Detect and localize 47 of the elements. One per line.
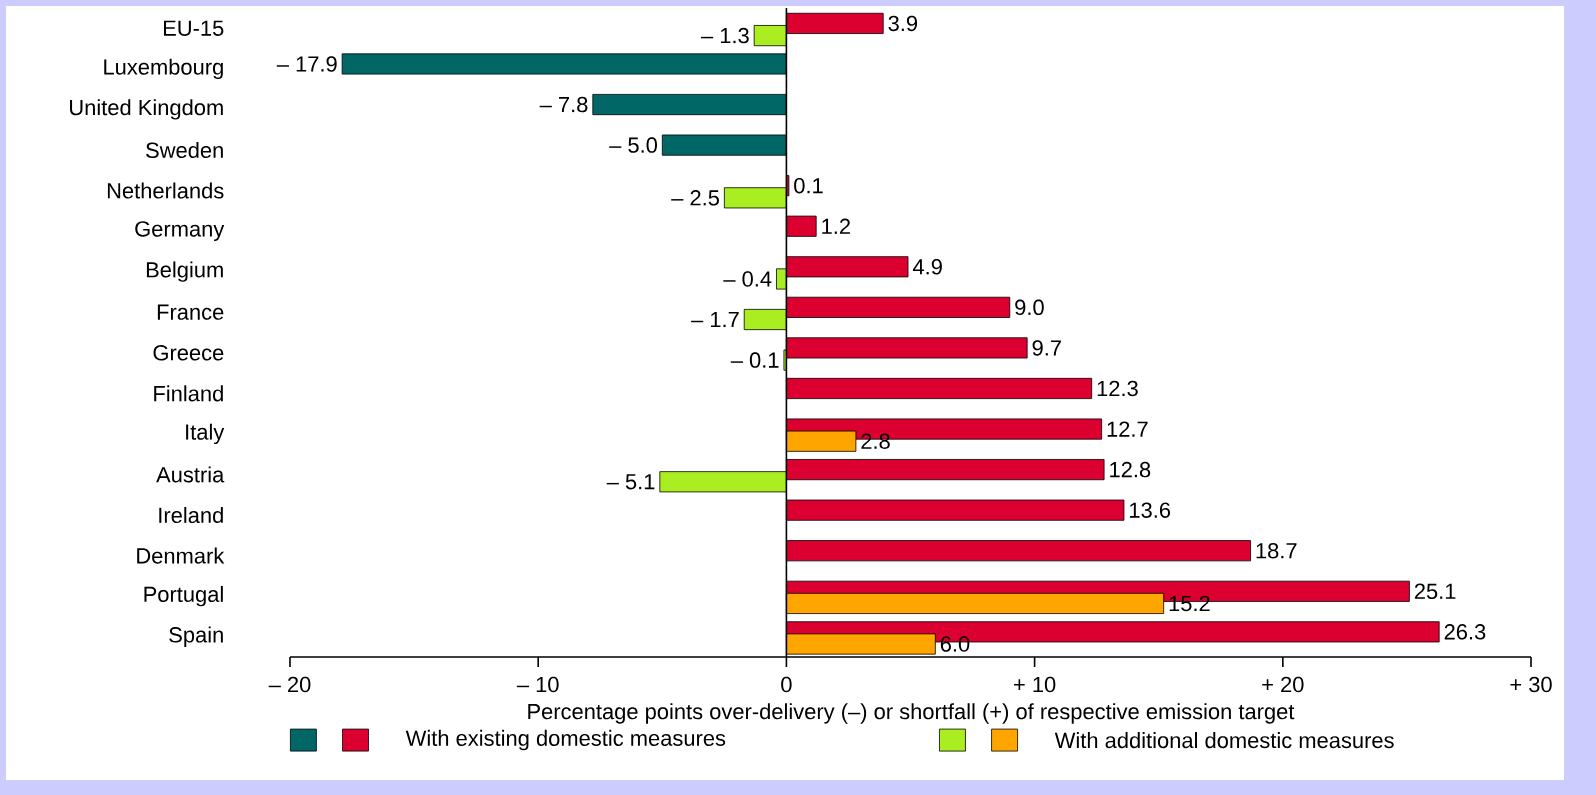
data-label: 12.7 bbox=[1107, 421, 1148, 437]
y-tick-label: Luxembourg bbox=[104, 58, 223, 80]
x-tick-label: + 10 bbox=[1014, 676, 1056, 693]
data-label: 1.2 bbox=[822, 218, 850, 234]
legend-label: With existing domestic measures bbox=[405, 729, 726, 751]
y-tick-label: EU-15 bbox=[163, 20, 224, 36]
data-label: 4.9 bbox=[912, 259, 942, 275]
data-label: – 1.7 bbox=[691, 311, 739, 328]
x-tick-label: – 20 bbox=[268, 676, 311, 693]
x-tick-label: + 20 bbox=[1262, 676, 1304, 693]
x-tick-label: + 30 bbox=[1510, 676, 1552, 693]
data-label: – 0.4 bbox=[723, 271, 772, 287]
y-tick-label: Greece bbox=[153, 345, 224, 361]
data-label: – 17.9 bbox=[276, 56, 337, 72]
data-label: – 1.3 bbox=[700, 27, 749, 44]
y-tick-label: Spain bbox=[169, 626, 223, 647]
y-tick-label: Portugal bbox=[144, 585, 223, 607]
legend-label: With additional domestic measures bbox=[1054, 732, 1394, 749]
data-label: 25.1 bbox=[1414, 583, 1456, 600]
y-tick-label: Germany bbox=[135, 221, 225, 241]
data-label: – 5.1 bbox=[606, 474, 655, 490]
data-label: 9.0 bbox=[1015, 299, 1044, 316]
data-label: 18.7 bbox=[1256, 542, 1297, 559]
y-tick-label: Netherlands bbox=[107, 182, 224, 199]
y-tick-label: United Kingdom bbox=[70, 99, 223, 120]
y-tick-label: Sweden bbox=[146, 141, 223, 159]
x-tick-label: – 10 bbox=[516, 676, 559, 693]
y-tick-label: Finland bbox=[154, 385, 223, 402]
y-tick-label: Austria bbox=[156, 466, 225, 483]
y-tick-label: Ireland bbox=[159, 506, 223, 524]
data-label: – 5.0 bbox=[609, 137, 658, 153]
data-label: 12.8 bbox=[1110, 461, 1151, 478]
y-tick-label: Belgium bbox=[146, 261, 223, 282]
data-label: 26.3 bbox=[1444, 624, 1486, 640]
x-axis-title: Percentage points over-delivery (–) or shortfall (+) of respective emission target bbox=[528, 703, 1295, 724]
y-tick-label: Italy bbox=[186, 423, 225, 445]
y-tick-label: France bbox=[157, 304, 224, 320]
data-label: 12.3 bbox=[1097, 380, 1138, 397]
data-label: 13.6 bbox=[1130, 502, 1171, 518]
x-tick-label: 0 bbox=[781, 676, 792, 693]
data-label: 3.9 bbox=[888, 15, 918, 32]
data-label: – 0.1 bbox=[730, 352, 779, 368]
y-tick-label: Denmark bbox=[137, 547, 225, 564]
data-label: – 7.8 bbox=[539, 96, 588, 113]
data-label: 9.7 bbox=[1032, 340, 1061, 356]
data-label: – 2.5 bbox=[671, 190, 719, 206]
data-label: 0.1 bbox=[794, 177, 823, 194]
